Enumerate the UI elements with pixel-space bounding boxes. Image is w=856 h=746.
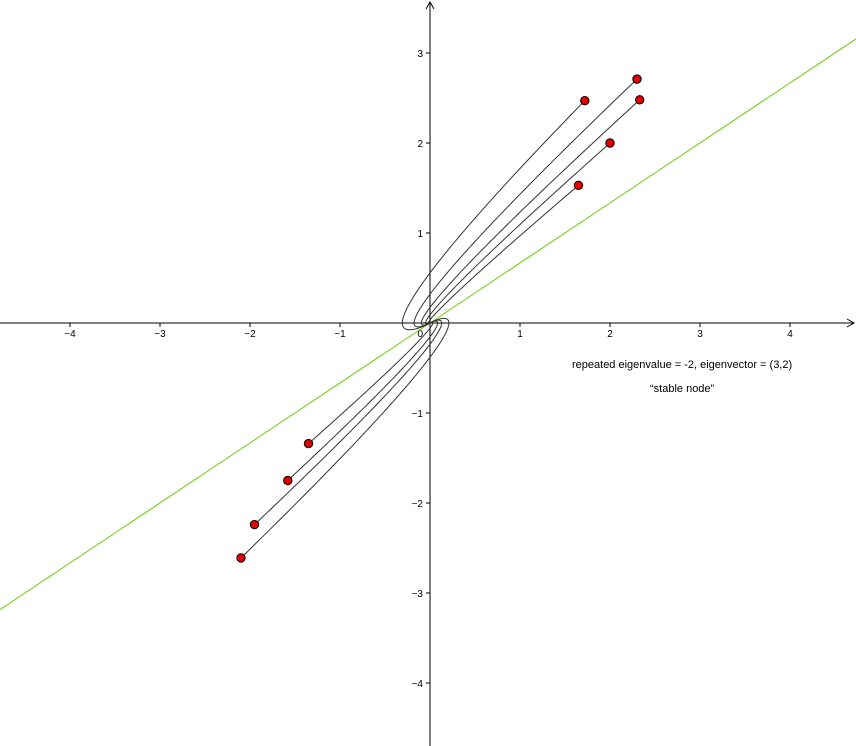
initial-point <box>573 180 584 191</box>
x-tick-label: −2 <box>244 329 256 340</box>
initial-point <box>580 96 590 106</box>
initial-point <box>236 553 246 563</box>
y-tick-label: 3 <box>417 49 423 60</box>
initial-point <box>635 95 645 105</box>
initial-point <box>283 475 293 486</box>
eigen-annotation: repeated eigenvalue = -2, eigenvector = … <box>572 359 793 371</box>
trajectory-curve <box>254 319 443 525</box>
y-tick-label: −3 <box>412 589 424 600</box>
trajectory-curve <box>425 142 611 325</box>
y-tick-label: 1 <box>417 229 423 240</box>
y-tick-label: −4 <box>412 679 424 690</box>
x-tick-label: −3 <box>154 329 166 340</box>
initial-point <box>632 74 642 84</box>
trajectory-curve <box>420 99 641 326</box>
x-tick-label: −1 <box>334 329 346 340</box>
initial-point <box>249 519 260 530</box>
y-tick-label: −1 <box>412 409 424 420</box>
trajectory-curve <box>308 321 434 444</box>
initial-point <box>605 138 615 148</box>
initial-points-group <box>236 74 645 563</box>
x-tick-label: 4 <box>787 329 793 340</box>
x-tick-label: 1 <box>517 329 523 340</box>
y-tick-label: 2 <box>417 139 423 150</box>
x-tick-label: 2 <box>607 329 613 340</box>
y-tick-label: −2 <box>412 499 424 510</box>
trajectory-curve <box>413 78 638 328</box>
x-tick-label: −4 <box>64 329 76 340</box>
initial-point <box>303 438 314 449</box>
y-axis-arrow <box>425 0 435 10</box>
trajectory-curve <box>240 317 450 559</box>
trajectory-curve <box>427 184 579 324</box>
x-axis-arrow <box>846 318 856 328</box>
stable-node-annotation: “stable node” <box>650 383 715 395</box>
x-tick-label: 3 <box>697 329 703 340</box>
trajectories-group <box>240 78 641 559</box>
origin-label: 0 <box>417 329 423 340</box>
